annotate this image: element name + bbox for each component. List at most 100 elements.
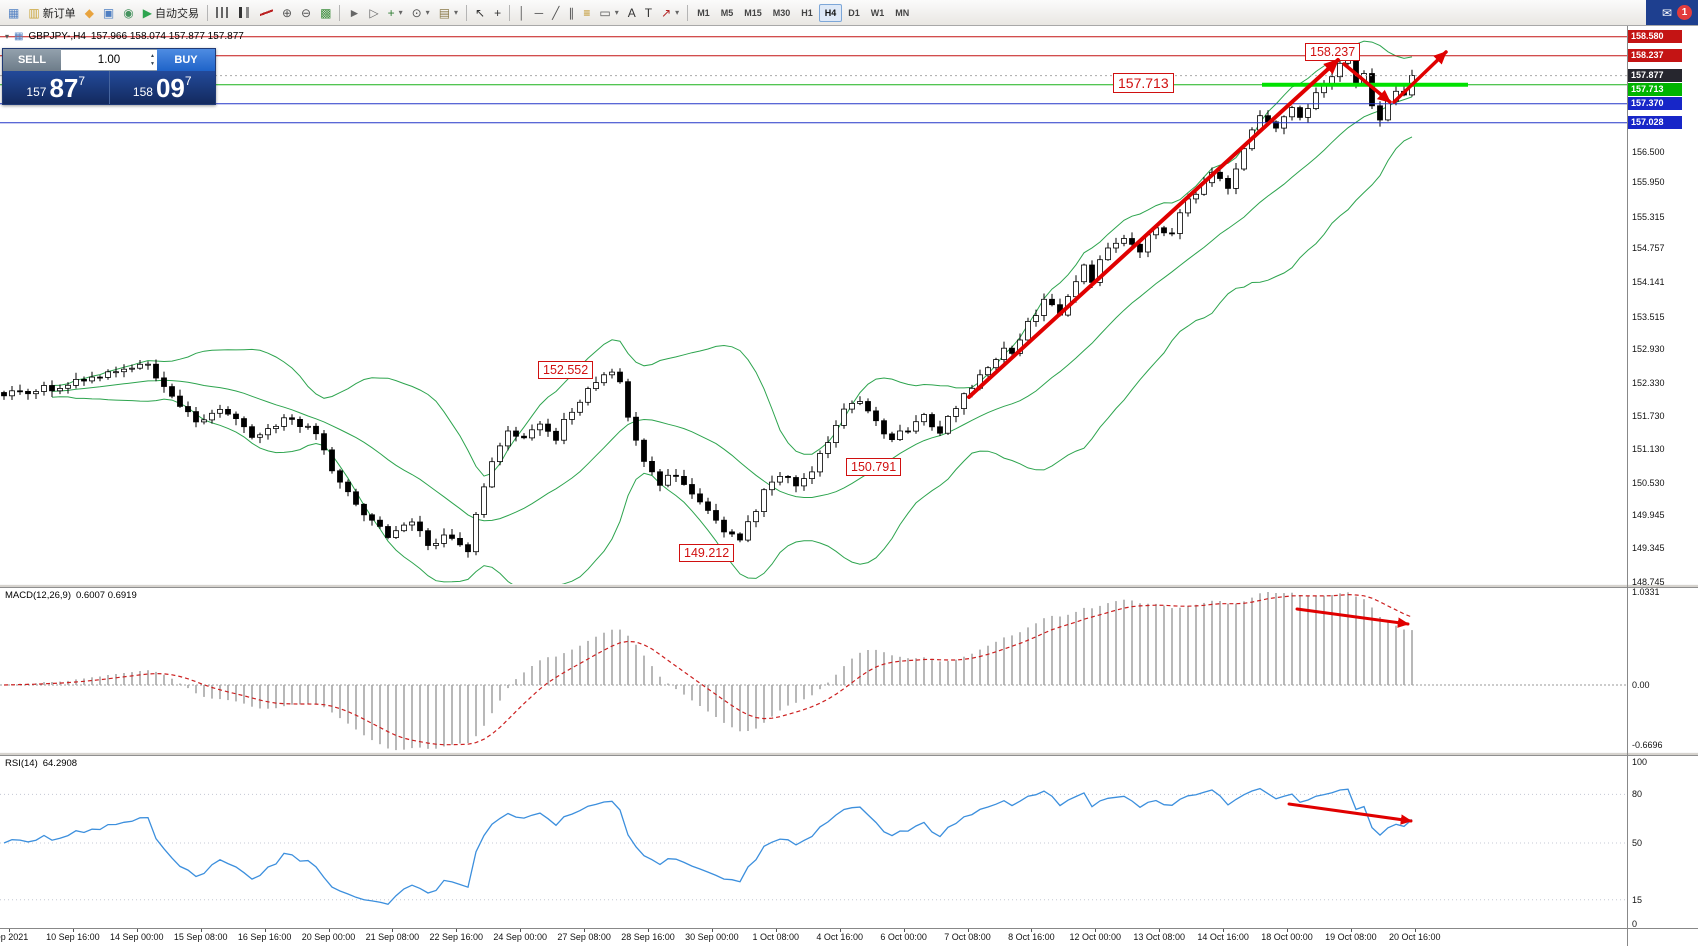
- chart-icon: ▦: [14, 31, 24, 42]
- tf-m30[interactable]: M30: [772, 7, 791, 18]
- time-axis-label: 8 Oct 16:00: [1008, 932, 1055, 942]
- time-axis-separator: [0, 928, 1698, 929]
- toolbar-right-zone: ✉ 1: [1646, 0, 1698, 26]
- periods-dropdown[interactable]: ⊙ ▾: [408, 3, 434, 23]
- trendline-icon-glyph: ╱: [552, 5, 560, 20]
- time-axis-tick: [9, 929, 10, 932]
- text-icon[interactable]: A: [624, 3, 640, 23]
- spinner-up-icon[interactable]: ▲: [150, 53, 155, 59]
- macd-panel-canvas[interactable]: [0, 588, 1627, 752]
- time-axis-tick: [903, 929, 905, 932]
- equidistant-channel-icon[interactable]: ∥: [564, 3, 578, 23]
- text-label-icon[interactable]: T: [641, 3, 656, 23]
- tf-w1[interactable]: W1: [870, 7, 885, 18]
- spinner-down-icon[interactable]: ▼: [150, 61, 155, 67]
- time-axis-tick: [1159, 929, 1161, 932]
- time-axis-tick: [136, 929, 138, 932]
- price-annotation[interactable]: 157.713: [1113, 73, 1174, 93]
- price-annotation[interactable]: 150.791: [846, 458, 902, 476]
- time-axis-label: 14 Sep 00:00: [110, 932, 164, 942]
- tile-windows-icon[interactable]: ▩: [316, 3, 335, 23]
- price-marker-box: 157.713: [1628, 82, 1682, 96]
- time-axis-tick: [328, 929, 330, 932]
- main-chart-canvas[interactable]: [0, 26, 1627, 584]
- market-watch-icon[interactable]: ▣: [99, 3, 118, 23]
- bar-chart-icon[interactable]: [212, 3, 233, 23]
- fibonacci-icon[interactable]: ≡: [579, 3, 594, 23]
- arrows-dropdown[interactable]: ↗ ▾: [657, 3, 683, 23]
- new-chart-icon[interactable]: ▦: [4, 3, 23, 23]
- tf-m15[interactable]: M15: [744, 7, 762, 18]
- rsi-current-value: 64.2908: [42, 758, 78, 769]
- auto-scroll-icon[interactable]: ►: [344, 3, 364, 23]
- time-axis-label: 7 Oct 08:00: [944, 932, 991, 942]
- autotrading-button[interactable]: ▶ 自动交易: [139, 3, 203, 23]
- price-annotation[interactable]: 152.552: [538, 361, 594, 379]
- tf-m1[interactable]: M1: [697, 7, 710, 18]
- toolbar-separator: [687, 4, 689, 21]
- time-axis-tick: [1223, 929, 1225, 932]
- time-axis-label: Sep 2021: [0, 932, 29, 942]
- price-axis-label: 154.757: [1632, 243, 1665, 254]
- price-axis-separator: [1627, 26, 1628, 946]
- indicators-dropdown-glyph: +: [387, 5, 395, 20]
- candlestick-chart-icon[interactable]: [234, 3, 255, 23]
- time-axis-tick: [584, 929, 586, 932]
- collapse-panel-arrow[interactable]: ▾: [5, 32, 10, 41]
- volume-spinner[interactable]: ▲ ▼: [150, 52, 155, 68]
- time-axis-label: 14 Oct 16:00: [1197, 932, 1249, 942]
- volume-input[interactable]: 1.00 ▲ ▼: [61, 49, 157, 71]
- shapes-dropdown-glyph: ▭: [599, 5, 611, 20]
- time-axis-tick: [1414, 929, 1416, 932]
- candlestick-chart-icon-glyph: [237, 7, 251, 18]
- notification-badge[interactable]: 1: [1677, 5, 1692, 20]
- buy-button[interactable]: BUY: [157, 49, 215, 71]
- chart-shift-icon[interactable]: ▷: [365, 3, 382, 23]
- navigator-icon[interactable]: ◉: [119, 3, 137, 23]
- tf-h1[interactable]: H1: [801, 7, 813, 18]
- time-axis-label: 4 Oct 16:00: [816, 932, 863, 942]
- price-axis-label: 154.141: [1632, 277, 1665, 288]
- bar-chart-icon-glyph: [215, 7, 229, 18]
- time-axis-label: 19 Oct 08:00: [1325, 932, 1377, 942]
- zoom-in-icon-glyph: ⊕: [281, 5, 293, 20]
- sell-button[interactable]: SELL: [3, 49, 61, 71]
- line-chart-icon[interactable]: [256, 3, 277, 23]
- rsi-panel-canvas[interactable]: [0, 756, 1627, 928]
- horizontal-line-icon[interactable]: ─: [531, 3, 548, 23]
- time-axis-label: 21 Sep 08:00: [365, 932, 420, 942]
- vertical-line-icon-glyph: │: [518, 5, 526, 20]
- new-order-button[interactable]: ▥ 新订单: [24, 3, 79, 23]
- tf-d1[interactable]: D1: [848, 7, 860, 18]
- metaeditor-icon[interactable]: ◆: [81, 3, 98, 23]
- buy-price-prefix: 158: [132, 85, 153, 99]
- new-chart-icon-glyph: ▦: [8, 5, 20, 20]
- rsi-panel-divider[interactable]: [0, 752, 1698, 756]
- time-axis-tick: [775, 929, 777, 932]
- price-axis-label: 151.730: [1632, 410, 1665, 421]
- buy-price-display[interactable]: 158 09 7: [110, 71, 216, 104]
- macd-axis-label: 0.00: [1632, 680, 1650, 690]
- price-divider: [108, 71, 110, 104]
- price-annotation[interactable]: 149.212: [679, 544, 735, 562]
- cursor-icon[interactable]: ↖: [471, 3, 489, 23]
- vertical-line-icon[interactable]: │: [514, 3, 530, 23]
- price-marker-box: 158.237: [1628, 49, 1682, 63]
- zoom-out-icon[interactable]: ⊖: [297, 3, 315, 23]
- time-axis-label: 22 Sep 16:00: [429, 932, 484, 942]
- zoom-in-icon[interactable]: ⊕: [278, 3, 296, 23]
- shapes-dropdown[interactable]: ▭ ▾: [595, 3, 622, 23]
- sell-price-display[interactable]: 157 87 7: [3, 71, 109, 104]
- chart-ohlc-values: 157.966 158.074 157.877 157.877: [90, 31, 244, 42]
- macd-panel-divider[interactable]: [0, 584, 1698, 588]
- crosshair-icon[interactable]: +: [490, 3, 505, 23]
- indicators-dropdown[interactable]: + ▾: [384, 3, 407, 23]
- tf-h4[interactable]: H4: [818, 3, 843, 22]
- templates-dropdown[interactable]: ▤ ▾: [435, 3, 462, 23]
- price-axis-label: 149.345: [1632, 543, 1665, 554]
- tf-mn[interactable]: MN: [895, 7, 910, 18]
- mail-icon[interactable]: ✉: [1661, 5, 1672, 20]
- trendline-icon[interactable]: ╱: [548, 3, 563, 23]
- price-annotation[interactable]: 158.237: [1305, 43, 1361, 61]
- tf-m5[interactable]: M5: [720, 7, 734, 18]
